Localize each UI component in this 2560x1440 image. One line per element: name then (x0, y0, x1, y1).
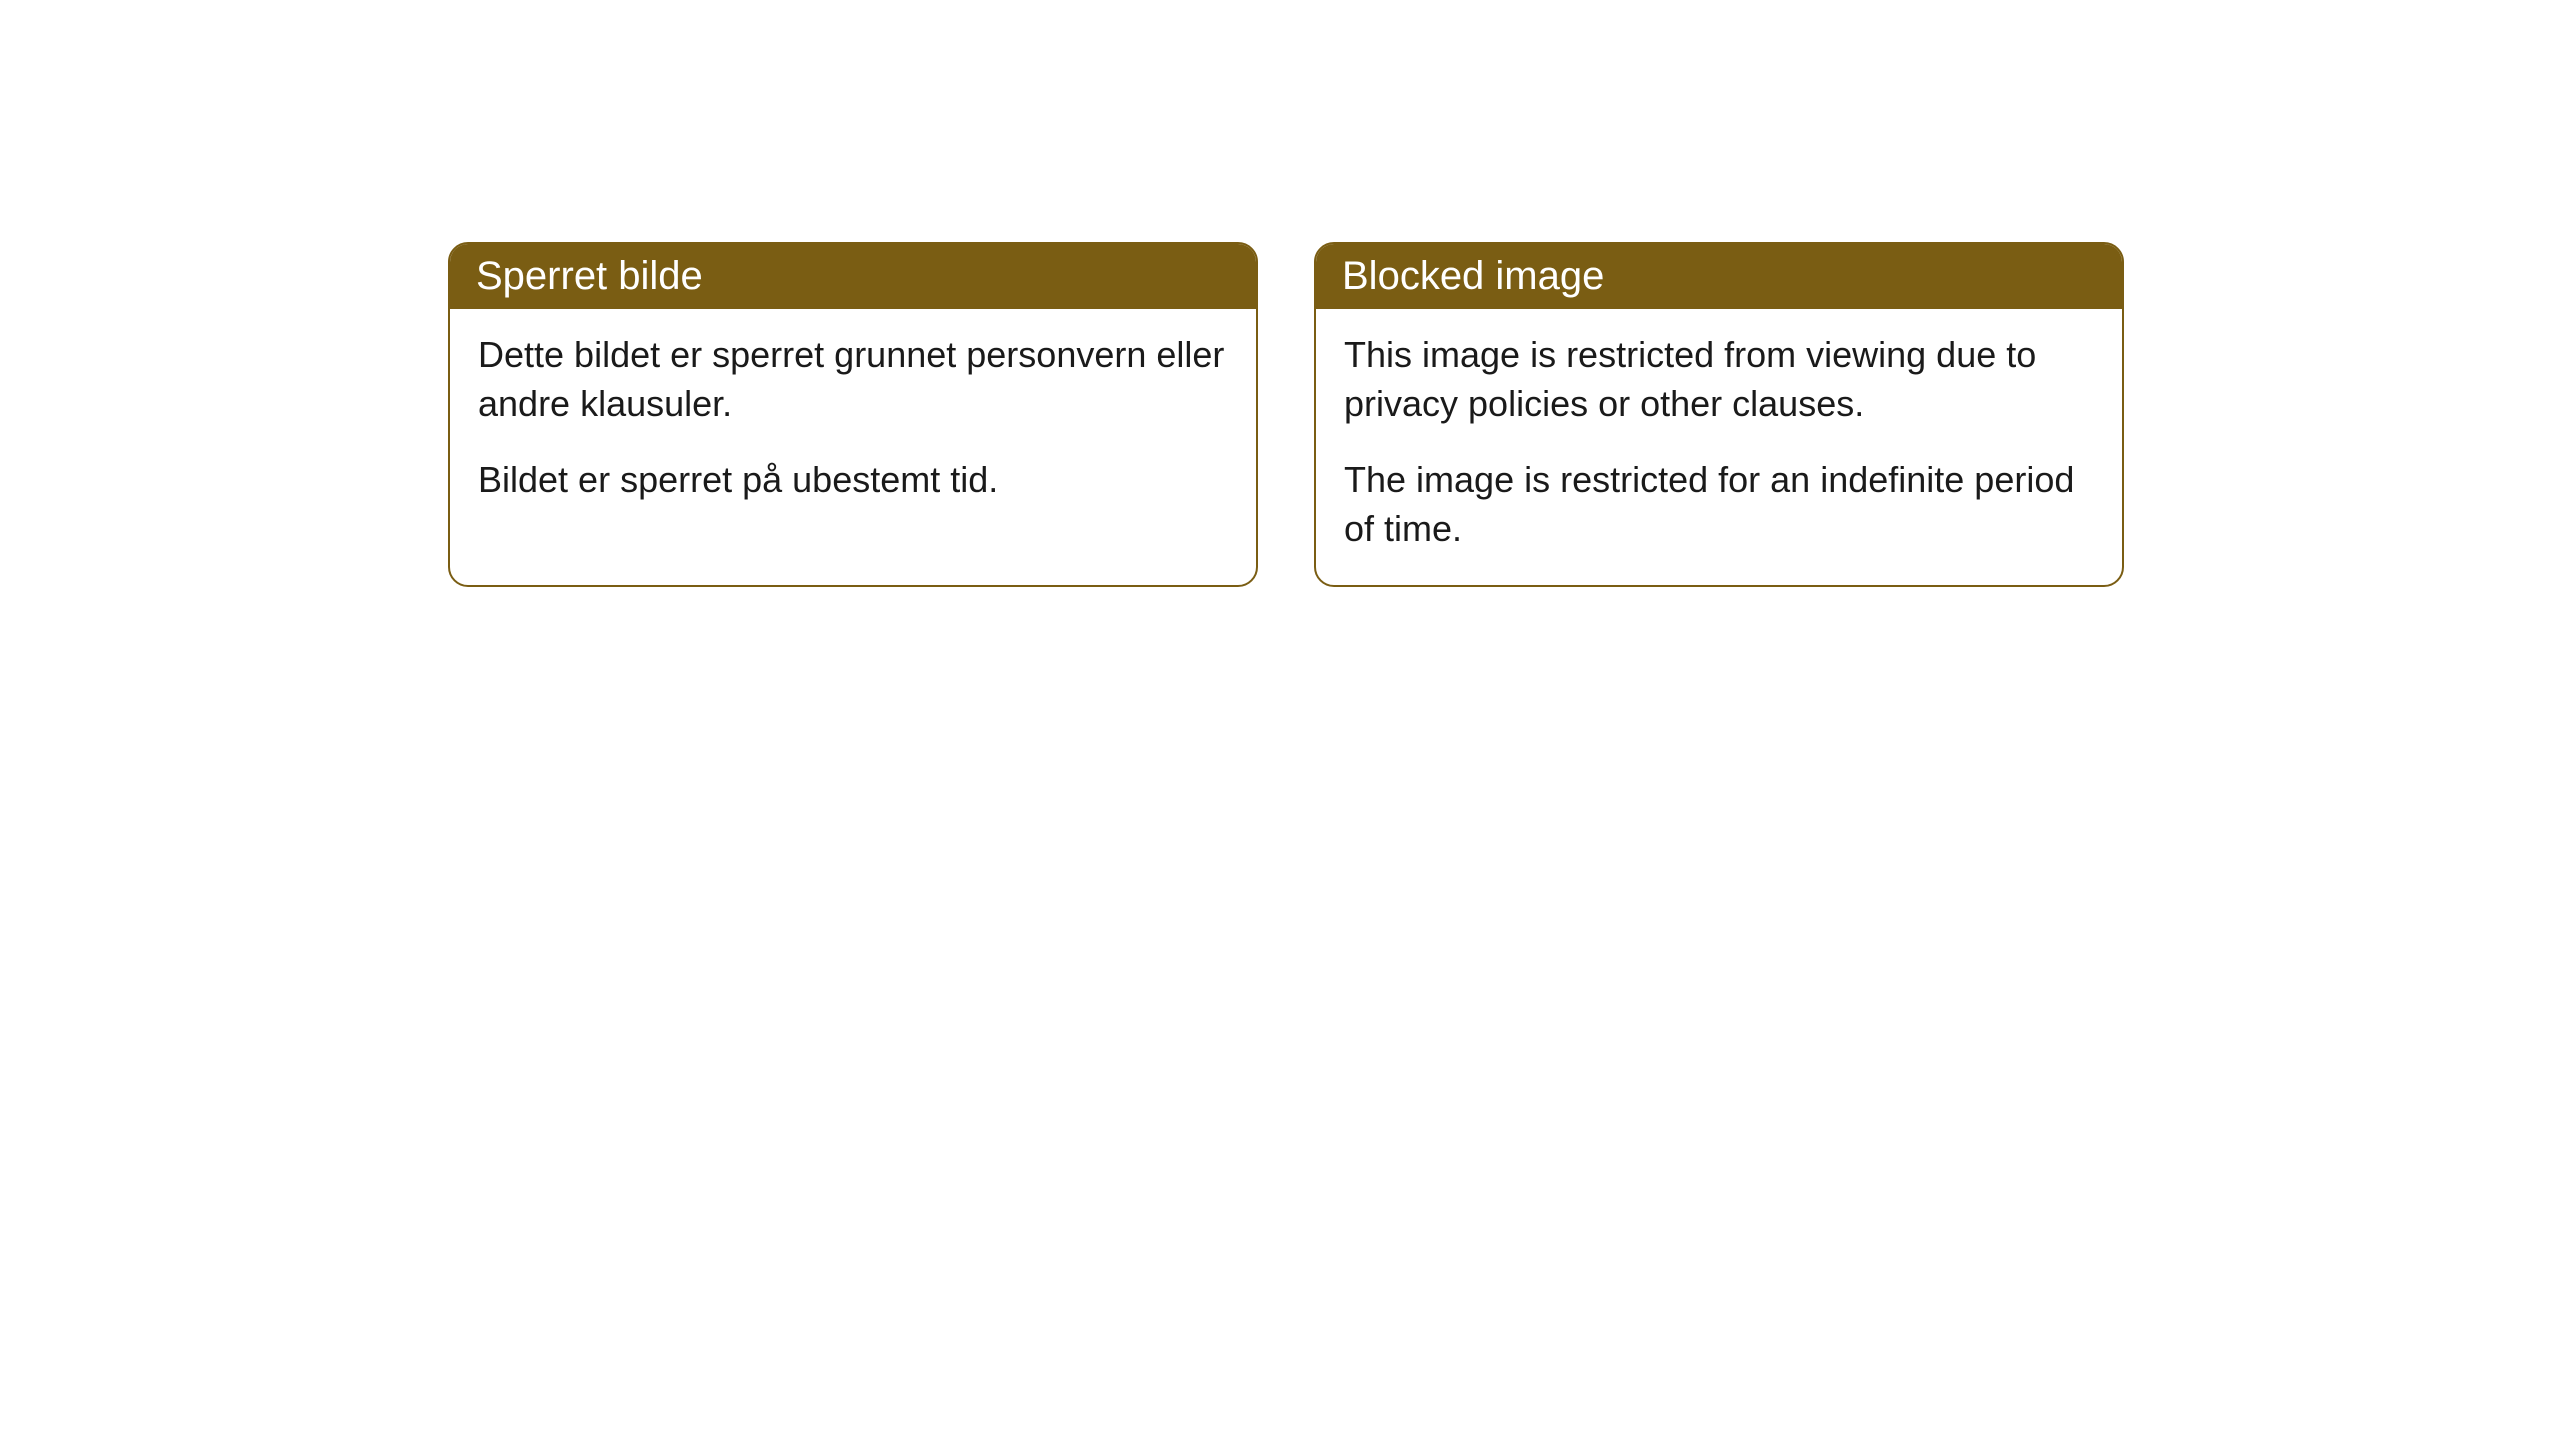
card-paragraph: This image is restricted from viewing du… (1344, 331, 2094, 428)
card-body: This image is restricted from viewing du… (1316, 309, 2122, 585)
card-header: Sperret bilde (450, 244, 1256, 309)
card-title: Blocked image (1342, 254, 1604, 298)
card-paragraph: The image is restricted for an indefinit… (1344, 456, 2094, 553)
notice-cards-container: Sperret bilde Dette bildet er sperret gr… (448, 242, 2124, 587)
card-body: Dette bildet er sperret grunnet personve… (450, 309, 1256, 537)
card-paragraph: Bildet er sperret på ubestemt tid. (478, 456, 1228, 505)
notice-card-norwegian: Sperret bilde Dette bildet er sperret gr… (448, 242, 1258, 587)
card-header: Blocked image (1316, 244, 2122, 309)
notice-card-english: Blocked image This image is restricted f… (1314, 242, 2124, 587)
card-title: Sperret bilde (476, 254, 703, 298)
card-paragraph: Dette bildet er sperret grunnet personve… (478, 331, 1228, 428)
